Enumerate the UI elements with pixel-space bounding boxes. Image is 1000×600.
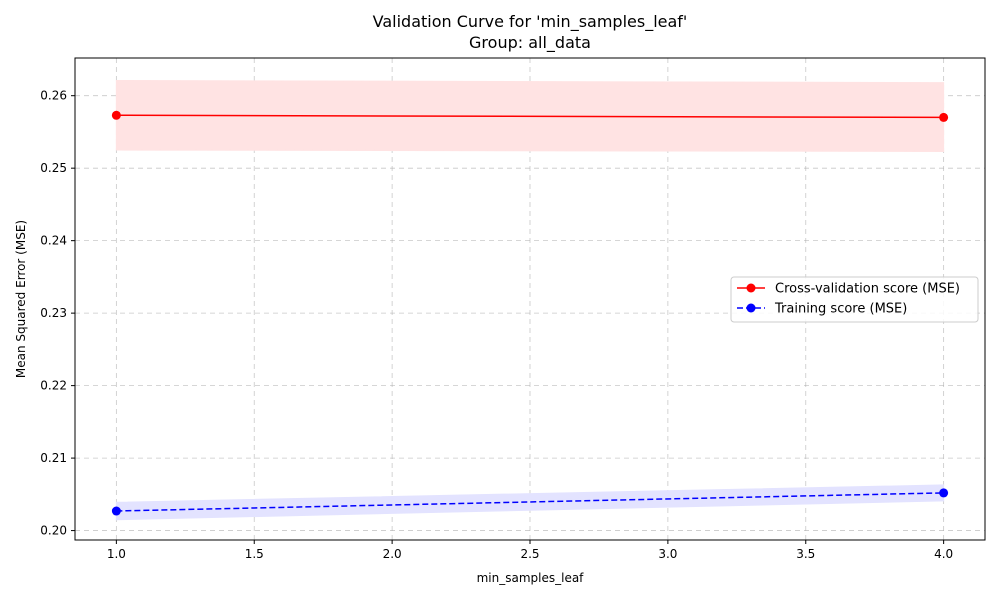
x-tick-label: 2.5 bbox=[520, 547, 539, 561]
x-tick-label: 1.0 bbox=[107, 547, 126, 561]
series-point-cv bbox=[939, 112, 949, 122]
x-tick-label: 3.5 bbox=[796, 547, 815, 561]
marker-layer bbox=[111, 110, 949, 516]
series-line-cv bbox=[116, 114, 944, 119]
y-tick-label: 0.24 bbox=[40, 234, 67, 248]
series-point-cv bbox=[111, 110, 121, 120]
y-tick-label: 0.23 bbox=[40, 306, 67, 320]
series-point-train bbox=[939, 488, 949, 498]
y-tick-label: 0.20 bbox=[40, 524, 67, 538]
y-tick-label: 0.26 bbox=[40, 89, 67, 103]
x-axis-label: min_samples_leaf bbox=[477, 571, 585, 585]
y-tick-layer: 0.20 0.21 0.22 0.23 0.24 0.25 0.26 bbox=[40, 89, 75, 538]
legend-swatch-marker-cv bbox=[746, 283, 756, 293]
y-tick-label: 0.25 bbox=[40, 161, 67, 175]
legend: Cross-validation score (MSE) Training sc… bbox=[730, 276, 979, 323]
x-tick-label: 1.5 bbox=[245, 547, 264, 561]
legend-box bbox=[730, 276, 979, 323]
x-tick-label: 3.0 bbox=[658, 547, 677, 561]
y-tick-label: 0.22 bbox=[40, 379, 67, 393]
y-tick-label: 0.21 bbox=[40, 451, 67, 465]
chart-subtitle: Group: all_data bbox=[469, 33, 591, 53]
series-line-train bbox=[116, 492, 944, 512]
series-point-train bbox=[111, 506, 121, 516]
legend-label-cv: Cross-validation score (MSE) bbox=[775, 282, 960, 297]
x-tick-label: 2.0 bbox=[383, 547, 402, 561]
line-layer bbox=[116, 114, 944, 512]
x-tick-label: 4.0 bbox=[934, 547, 953, 561]
x-tick-layer: 1.0 1.5 2.0 2.5 3.0 3.5 4.0 bbox=[107, 540, 953, 561]
chart-title: Validation Curve for 'min_samples_leaf' bbox=[373, 12, 688, 32]
y-axis-label: Mean Squared Error (MSE) bbox=[14, 220, 28, 378]
legend-label-train: Training score (MSE) bbox=[774, 302, 907, 317]
legend-swatch-marker-train bbox=[746, 303, 756, 313]
